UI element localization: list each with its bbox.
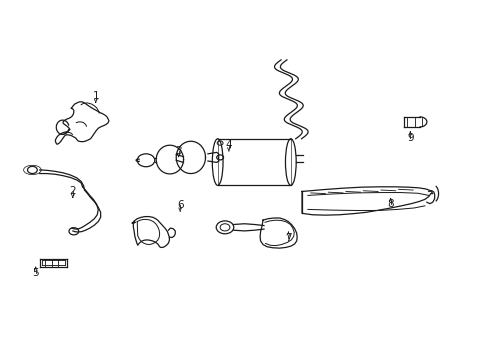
Text: 7: 7 [285, 233, 291, 243]
Text: 4: 4 [225, 140, 232, 150]
Text: 2: 2 [69, 186, 76, 197]
Text: 8: 8 [386, 199, 393, 210]
Text: 3: 3 [175, 145, 182, 156]
Text: 6: 6 [177, 200, 183, 210]
Text: 5: 5 [32, 268, 39, 278]
Text: 9: 9 [406, 133, 413, 143]
Text: 1: 1 [92, 91, 99, 101]
